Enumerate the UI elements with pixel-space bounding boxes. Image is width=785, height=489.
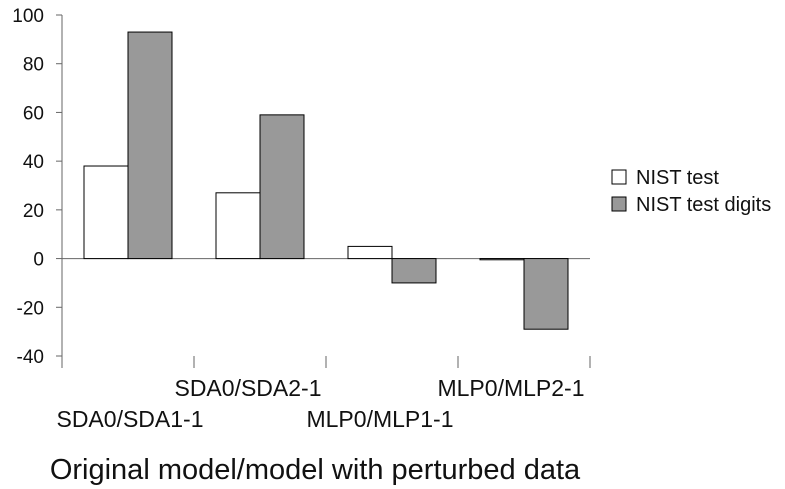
- x-axis-title: Original model/model with perturbed data: [50, 454, 581, 486]
- x-category-label: MLP0/MLP1-1: [306, 406, 453, 432]
- legend-label: NIST test: [636, 167, 719, 189]
- y-tick-label: 20: [23, 201, 44, 222]
- bar-nist-test: [215, 192, 261, 260]
- legend-swatch: [611, 169, 627, 185]
- x-category-labels: SDA0/SDA1-1 SDA0/SDA2-1 MLP0/MLP1-1 MLP0/ML…: [56, 375, 584, 432]
- y-tick-label: 100: [12, 6, 44, 27]
- x-category-label: SDA0/SDA1-1: [56, 406, 203, 432]
- bar-nist-test-digits: [127, 31, 173, 260]
- y-tick-labels: -40 -20 0 20 40 60 80 100: [12, 6, 44, 368]
- bar-nist-test: [83, 165, 129, 260]
- y-tick-label: 0: [33, 250, 44, 271]
- bar-nist-test-digits: [523, 258, 569, 330]
- bar-nist-test-digits: [259, 114, 305, 260]
- y-tick-label: 60: [23, 103, 44, 124]
- legend-label: NIST test digits: [636, 194, 771, 216]
- bar-nist-test: [347, 245, 393, 260]
- x-category-label: SDA0/SDA2-1: [174, 375, 321, 401]
- bar-nist-test: [479, 258, 525, 261]
- bar-nist-test-digits: [391, 258, 437, 284]
- legend-swatch: [611, 196, 627, 212]
- y-tick-label: 80: [23, 55, 44, 76]
- chart-bars: [83, 31, 569, 330]
- y-tick-label: -40: [17, 347, 44, 368]
- x-category-label: MLP0/MLP2-1: [437, 375, 584, 401]
- y-tick-label: 40: [23, 152, 44, 173]
- chart-legend: NIST test NIST test digits: [611, 167, 771, 216]
- y-tick-label: -20: [17, 298, 44, 319]
